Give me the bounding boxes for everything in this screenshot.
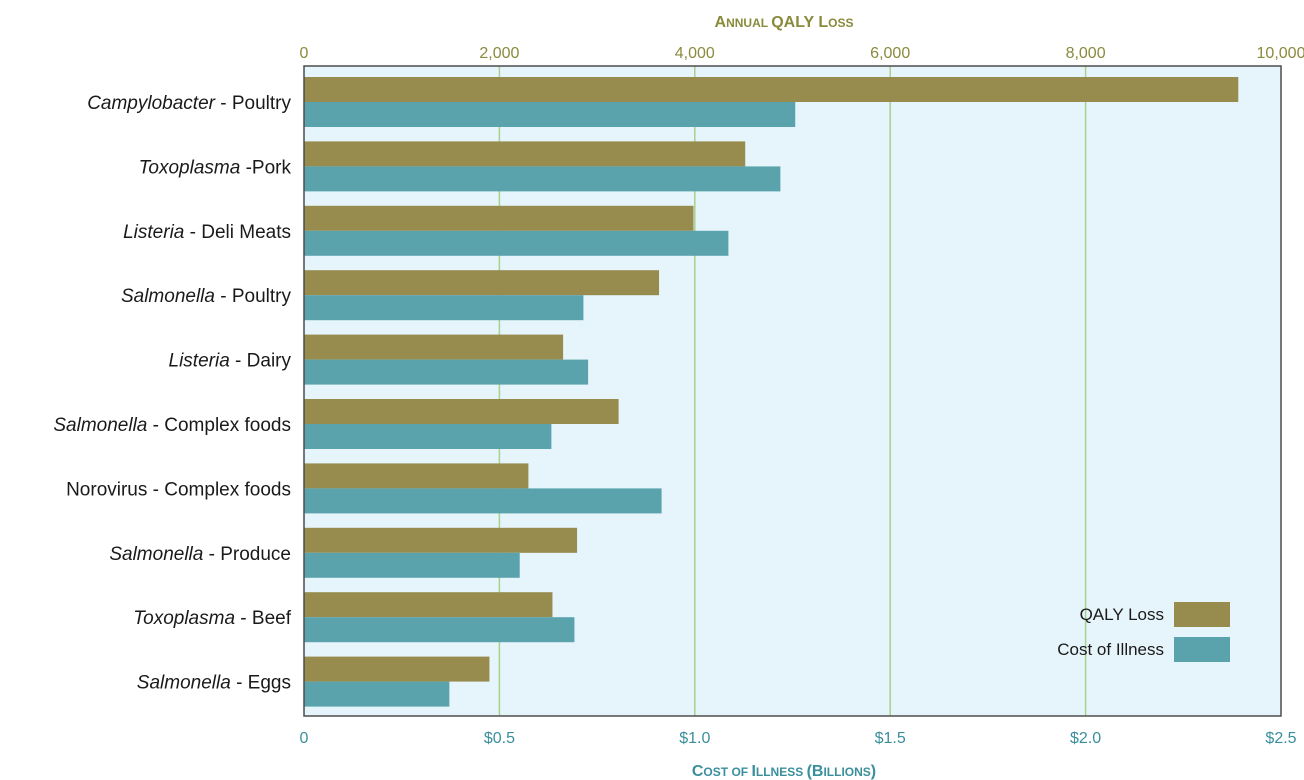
bar-cost-of-illness <box>304 424 552 449</box>
bar-qaly-loss <box>304 527 578 553</box>
category-label: Listeria - Deli Meats <box>123 222 291 243</box>
bar-qaly-loss <box>304 592 553 618</box>
bar-qaly-loss <box>304 399 619 424</box>
bottom-tick-label: $0.5 <box>484 730 515 747</box>
bar-qaly-loss <box>304 334 564 360</box>
legend-label: Cost of Illness <box>1057 640 1164 659</box>
bar-cost-of-illness <box>304 359 589 385</box>
bar-cost-of-illness <box>304 230 729 256</box>
category-label: Salmonella - Complex foods <box>53 415 291 436</box>
bottom-tick-label: $2.0 <box>1070 730 1101 747</box>
bar-cost-of-illness <box>304 295 584 321</box>
top-tick-label: 2,000 <box>479 45 519 62</box>
bar-cost-of-illness <box>304 166 781 192</box>
category-label: Listeria - Dairy <box>169 351 292 372</box>
category-label: Campylobacter - Poultry <box>87 93 291 114</box>
top-tick-label: 6,000 <box>870 45 910 62</box>
bar-cost-of-illness <box>304 102 796 127</box>
top-tick-label: 10,000 <box>1257 45 1304 62</box>
bottom-axis-title: COST OF ILLNESS (BILLIONS) <box>692 763 876 780</box>
bottom-tick-label: 0 <box>300 730 309 747</box>
bottom-tick-label: $1.0 <box>679 730 710 747</box>
top-tick-label: 4,000 <box>675 45 715 62</box>
top-tick-label: 8,000 <box>1066 45 1106 62</box>
bottom-tick-label: $1.5 <box>875 730 906 747</box>
bar-qaly-loss <box>304 205 694 231</box>
bottom-tick-label: $2.5 <box>1265 730 1296 747</box>
category-label: Salmonella - Eggs <box>137 673 291 694</box>
category-label: Toxoplasma -Pork <box>139 157 292 178</box>
category-label: Toxoplasma - Beef <box>133 608 291 629</box>
bar-cost-of-illness <box>304 617 575 643</box>
bar-qaly-loss <box>304 463 529 489</box>
top-tick-label: 0 <box>300 45 309 62</box>
legend-swatch <box>1174 637 1230 662</box>
category-label: Salmonella - Poultry <box>121 286 292 307</box>
bar-cost-of-illness <box>304 681 450 707</box>
category-label: Norovirus - Complex foods <box>66 479 291 500</box>
category-label: Salmonella - Produce <box>109 544 291 565</box>
top-axis-title: ANNUAL QALY LOSS <box>715 14 854 31</box>
bar-qaly-loss <box>304 270 660 296</box>
plot-frame <box>303 65 1282 717</box>
bar-cost-of-illness <box>304 488 662 514</box>
legend-label: QALY Loss <box>1080 605 1164 624</box>
bar-qaly-loss <box>304 141 746 167</box>
legend-swatch <box>1174 602 1230 627</box>
bar-cost-of-illness <box>304 552 520 578</box>
bar-qaly-loss <box>304 656 490 682</box>
bar-qaly-loss <box>304 77 1239 102</box>
